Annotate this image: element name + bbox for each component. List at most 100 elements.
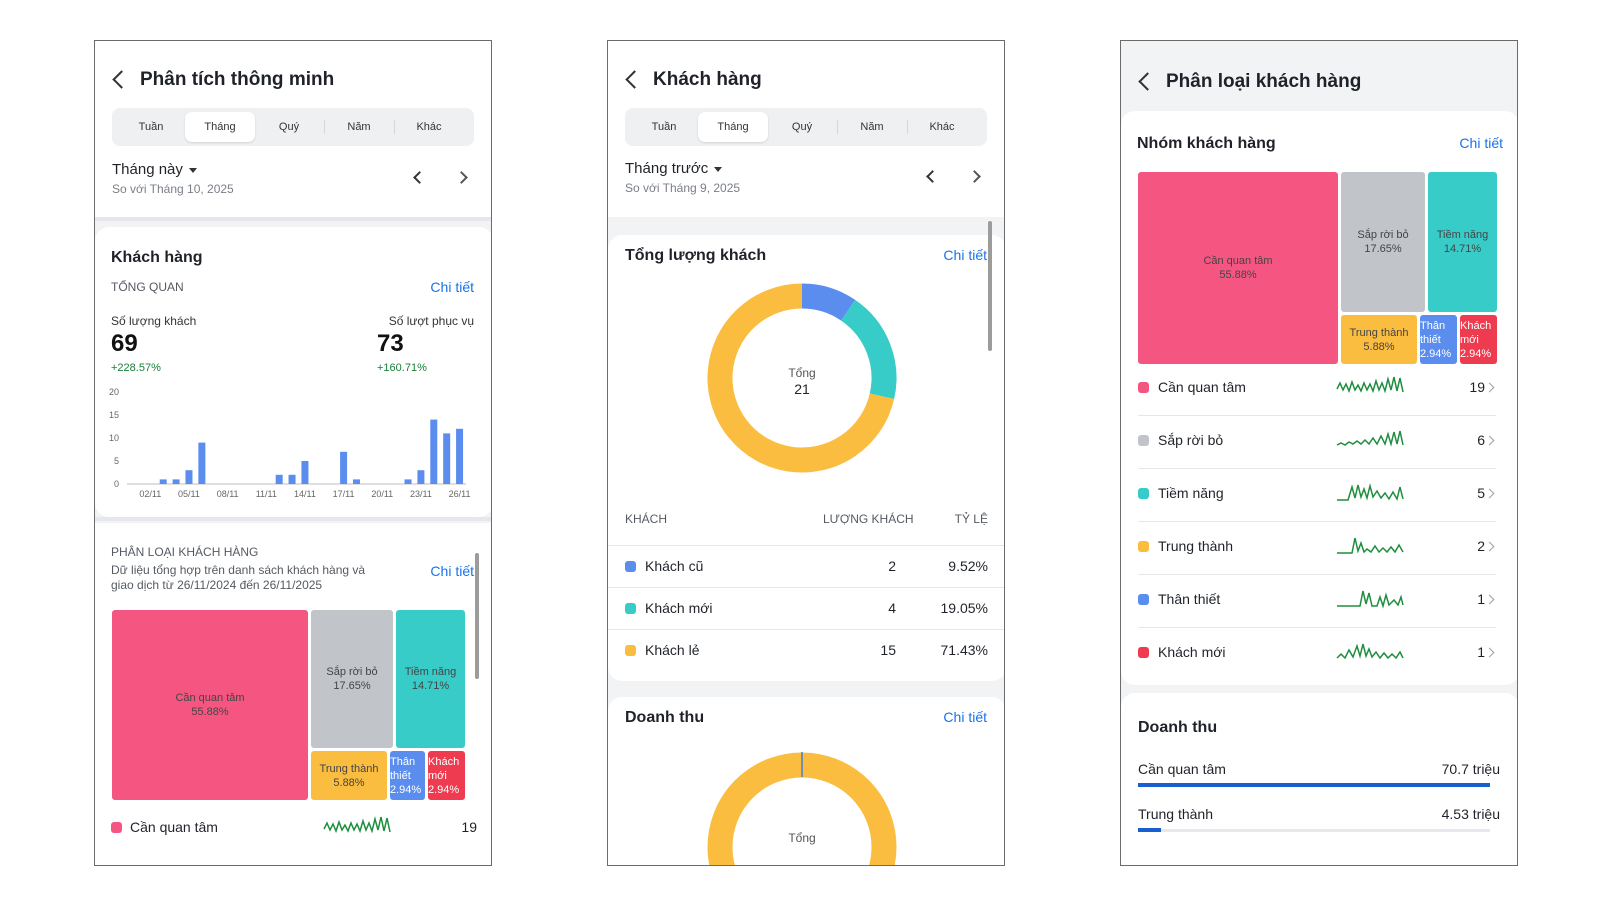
screen-customers: Khách hàng Tuần Tháng Quý Năm Khác Tháng… xyxy=(607,40,1005,866)
tile-percent: 14.71% xyxy=(411,680,450,692)
tab-other[interactable]: Khác xyxy=(929,121,955,133)
tile-name: thiết xyxy=(390,769,411,782)
treemap-tile-trung-thanh[interactable]: Trung thành 5.88% xyxy=(1341,315,1417,364)
tab-year[interactable]: Năm xyxy=(860,121,884,133)
sparkline xyxy=(1336,643,1404,660)
revenue-donut xyxy=(707,752,897,865)
metric-customers-value: 69 xyxy=(111,330,138,357)
bar-18/11 xyxy=(352,479,360,484)
prev-period-icon[interactable] xyxy=(926,170,939,183)
back-arrow-icon[interactable] xyxy=(112,70,131,89)
tile-percent: 55.88% xyxy=(191,706,229,718)
tab-month[interactable]: Tháng xyxy=(185,112,255,142)
table-cell-ratio: 19.05% xyxy=(940,600,988,616)
table-divider xyxy=(608,629,1004,630)
tile-name: Tiềm năng xyxy=(1436,229,1489,241)
treemap-tile-khach-moi[interactable]: Khách mới 2.94% xyxy=(1460,315,1497,364)
segment-row-count: 19 xyxy=(1469,379,1485,395)
page-title: Khách hàng xyxy=(653,69,762,90)
caret-down-icon xyxy=(188,167,197,173)
sparkline xyxy=(1337,537,1404,554)
segment-row-label: Khách mới xyxy=(1158,644,1226,660)
group-detail-link[interactable]: Chi tiết xyxy=(1459,135,1503,151)
header: Phân loại khách hàng xyxy=(1121,41,1517,111)
treemap-tile-can-quan-tam[interactable]: Cần quan tâm 55.88% xyxy=(112,610,308,800)
classification-card: PHÂN LOẠI KHÁCH HÀNG Dữ liệu tổng hợp tr… xyxy=(95,523,491,865)
tab-other[interactable]: Khác xyxy=(416,121,442,133)
classification-detail-link[interactable]: Chi tiết xyxy=(430,563,474,579)
daily-customers-bar-chart: 0 5 10 15 20 02/11 05/11 08/11 11/11 14/11 17/11 20… xyxy=(109,387,471,499)
header: Khách hàng Tuần Tháng Quý Năm Khác Tháng… xyxy=(608,41,1004,217)
bar-17/11 xyxy=(340,451,348,484)
treemap-tile-tiem-nang[interactable]: Tiềm năng 14.71% xyxy=(1428,172,1497,312)
row-divider xyxy=(1138,574,1496,575)
next-period-icon[interactable] xyxy=(968,170,981,183)
treemap-tile-khach-moi[interactable]: Khách mới 2.94% xyxy=(428,751,465,800)
total-customers-card: Tổng lượng khách Chi tiết Tổng 21 KHÁCH … xyxy=(608,235,1004,681)
revenue-card: Doanh thu Chi tiết Tổng xyxy=(608,697,1004,865)
treemap-tile-sap-roi-bo[interactable]: Sắp rời bỏ 17.65% xyxy=(1341,172,1425,312)
scrollbar[interactable] xyxy=(475,553,479,679)
page-title: Phân tích thông minh xyxy=(140,69,335,90)
next-period-icon[interactable] xyxy=(455,171,468,184)
legend-dot xyxy=(1138,488,1149,499)
tab-month[interactable]: Tháng xyxy=(698,112,768,142)
sparkline xyxy=(1337,483,1404,501)
column-header-ratio: TỶ LỆ xyxy=(954,512,988,526)
x-tick-label: 23/11 xyxy=(410,489,432,499)
total-detail-link[interactable]: Chi tiết xyxy=(943,247,987,263)
period-selector[interactable]: Tháng trước xyxy=(625,160,723,177)
treemap-tile-trung-thanh[interactable]: Trung thành 5.88% xyxy=(311,751,387,800)
bar-04/11 xyxy=(172,479,180,484)
tab-separator xyxy=(324,120,325,134)
period-selector[interactable]: Tháng này xyxy=(112,161,197,178)
segment-row-label[interactable]: Cần quan tâm xyxy=(130,819,218,835)
tab-quarter[interactable]: Quý xyxy=(278,121,300,133)
treemap-tile-than-thiet[interactable]: Thân thiết 2.94% xyxy=(1420,315,1457,364)
classification-description: Dữ liệu tổng hợp trên danh sách khách hà… xyxy=(111,563,401,593)
tile-percent: 14.71% xyxy=(1443,243,1482,255)
tab-quarter[interactable]: Quý xyxy=(791,121,813,133)
treemap-tile-sap-roi-bo[interactable]: Sắp rời bỏ 17.65% xyxy=(311,610,393,748)
back-arrow-icon[interactable] xyxy=(625,70,644,89)
tile-name: Thân xyxy=(1420,319,1446,332)
scrollbar[interactable] xyxy=(988,221,992,351)
chevron-right-icon xyxy=(1484,541,1495,552)
segment-row-label: Thân thiết xyxy=(1158,591,1221,607)
prev-period-icon[interactable] xyxy=(413,171,426,184)
tile-name: Cần quan tâm xyxy=(175,692,245,704)
table-cell-count: 15 xyxy=(880,642,896,658)
treemap-tile-than-thiet[interactable]: Thân thiết 2.94% xyxy=(390,751,425,800)
legend-dot xyxy=(1138,435,1149,446)
customers-detail-link[interactable]: Chi tiết xyxy=(430,279,474,295)
x-tick-label: 08/11 xyxy=(217,489,239,499)
customer-type-donut xyxy=(707,283,897,473)
legend-dot xyxy=(111,822,122,833)
legend-dot xyxy=(625,561,636,572)
legend-dot xyxy=(1138,382,1149,393)
chevron-right-icon xyxy=(1484,382,1495,393)
donut-center-value: 21 xyxy=(794,381,810,397)
table-cell-name: Khách mới xyxy=(645,600,713,616)
legend-dot xyxy=(625,603,636,614)
segment-row-count: 6 xyxy=(1477,432,1485,448)
revenue-row-label: Trung thành xyxy=(1138,806,1213,822)
segment-row-label: Trung thành xyxy=(1158,538,1233,554)
tab-week[interactable]: Tuần xyxy=(138,121,164,133)
tab-week[interactable]: Tuần xyxy=(651,121,677,133)
tab-separator xyxy=(907,120,908,134)
revenue-detail-link[interactable]: Chi tiết xyxy=(943,709,987,725)
metric-services-label: Số lượt phục vụ xyxy=(388,314,474,328)
treemap-tile-can-quan-tam[interactable]: Cần quan tâm 55.88% xyxy=(1138,172,1338,364)
back-arrow-icon[interactable] xyxy=(1138,72,1157,91)
bar-22/11 xyxy=(404,479,412,484)
tile-name: Tiềm năng xyxy=(404,666,457,678)
compare-text: So với Tháng 10, 2025 xyxy=(112,182,234,196)
sparkline xyxy=(1337,590,1404,609)
tab-year[interactable]: Năm xyxy=(347,121,371,133)
customers-title: Khách hàng xyxy=(111,249,203,266)
revenue-card: Doanh thu Cần quan tâm 70.7 triệu Trung … xyxy=(1121,693,1517,865)
group-title: Nhóm khách hàng xyxy=(1137,135,1276,152)
row-divider xyxy=(1138,521,1496,522)
treemap-tile-tiem-nang[interactable]: Tiềm năng 14.71% xyxy=(396,610,465,748)
